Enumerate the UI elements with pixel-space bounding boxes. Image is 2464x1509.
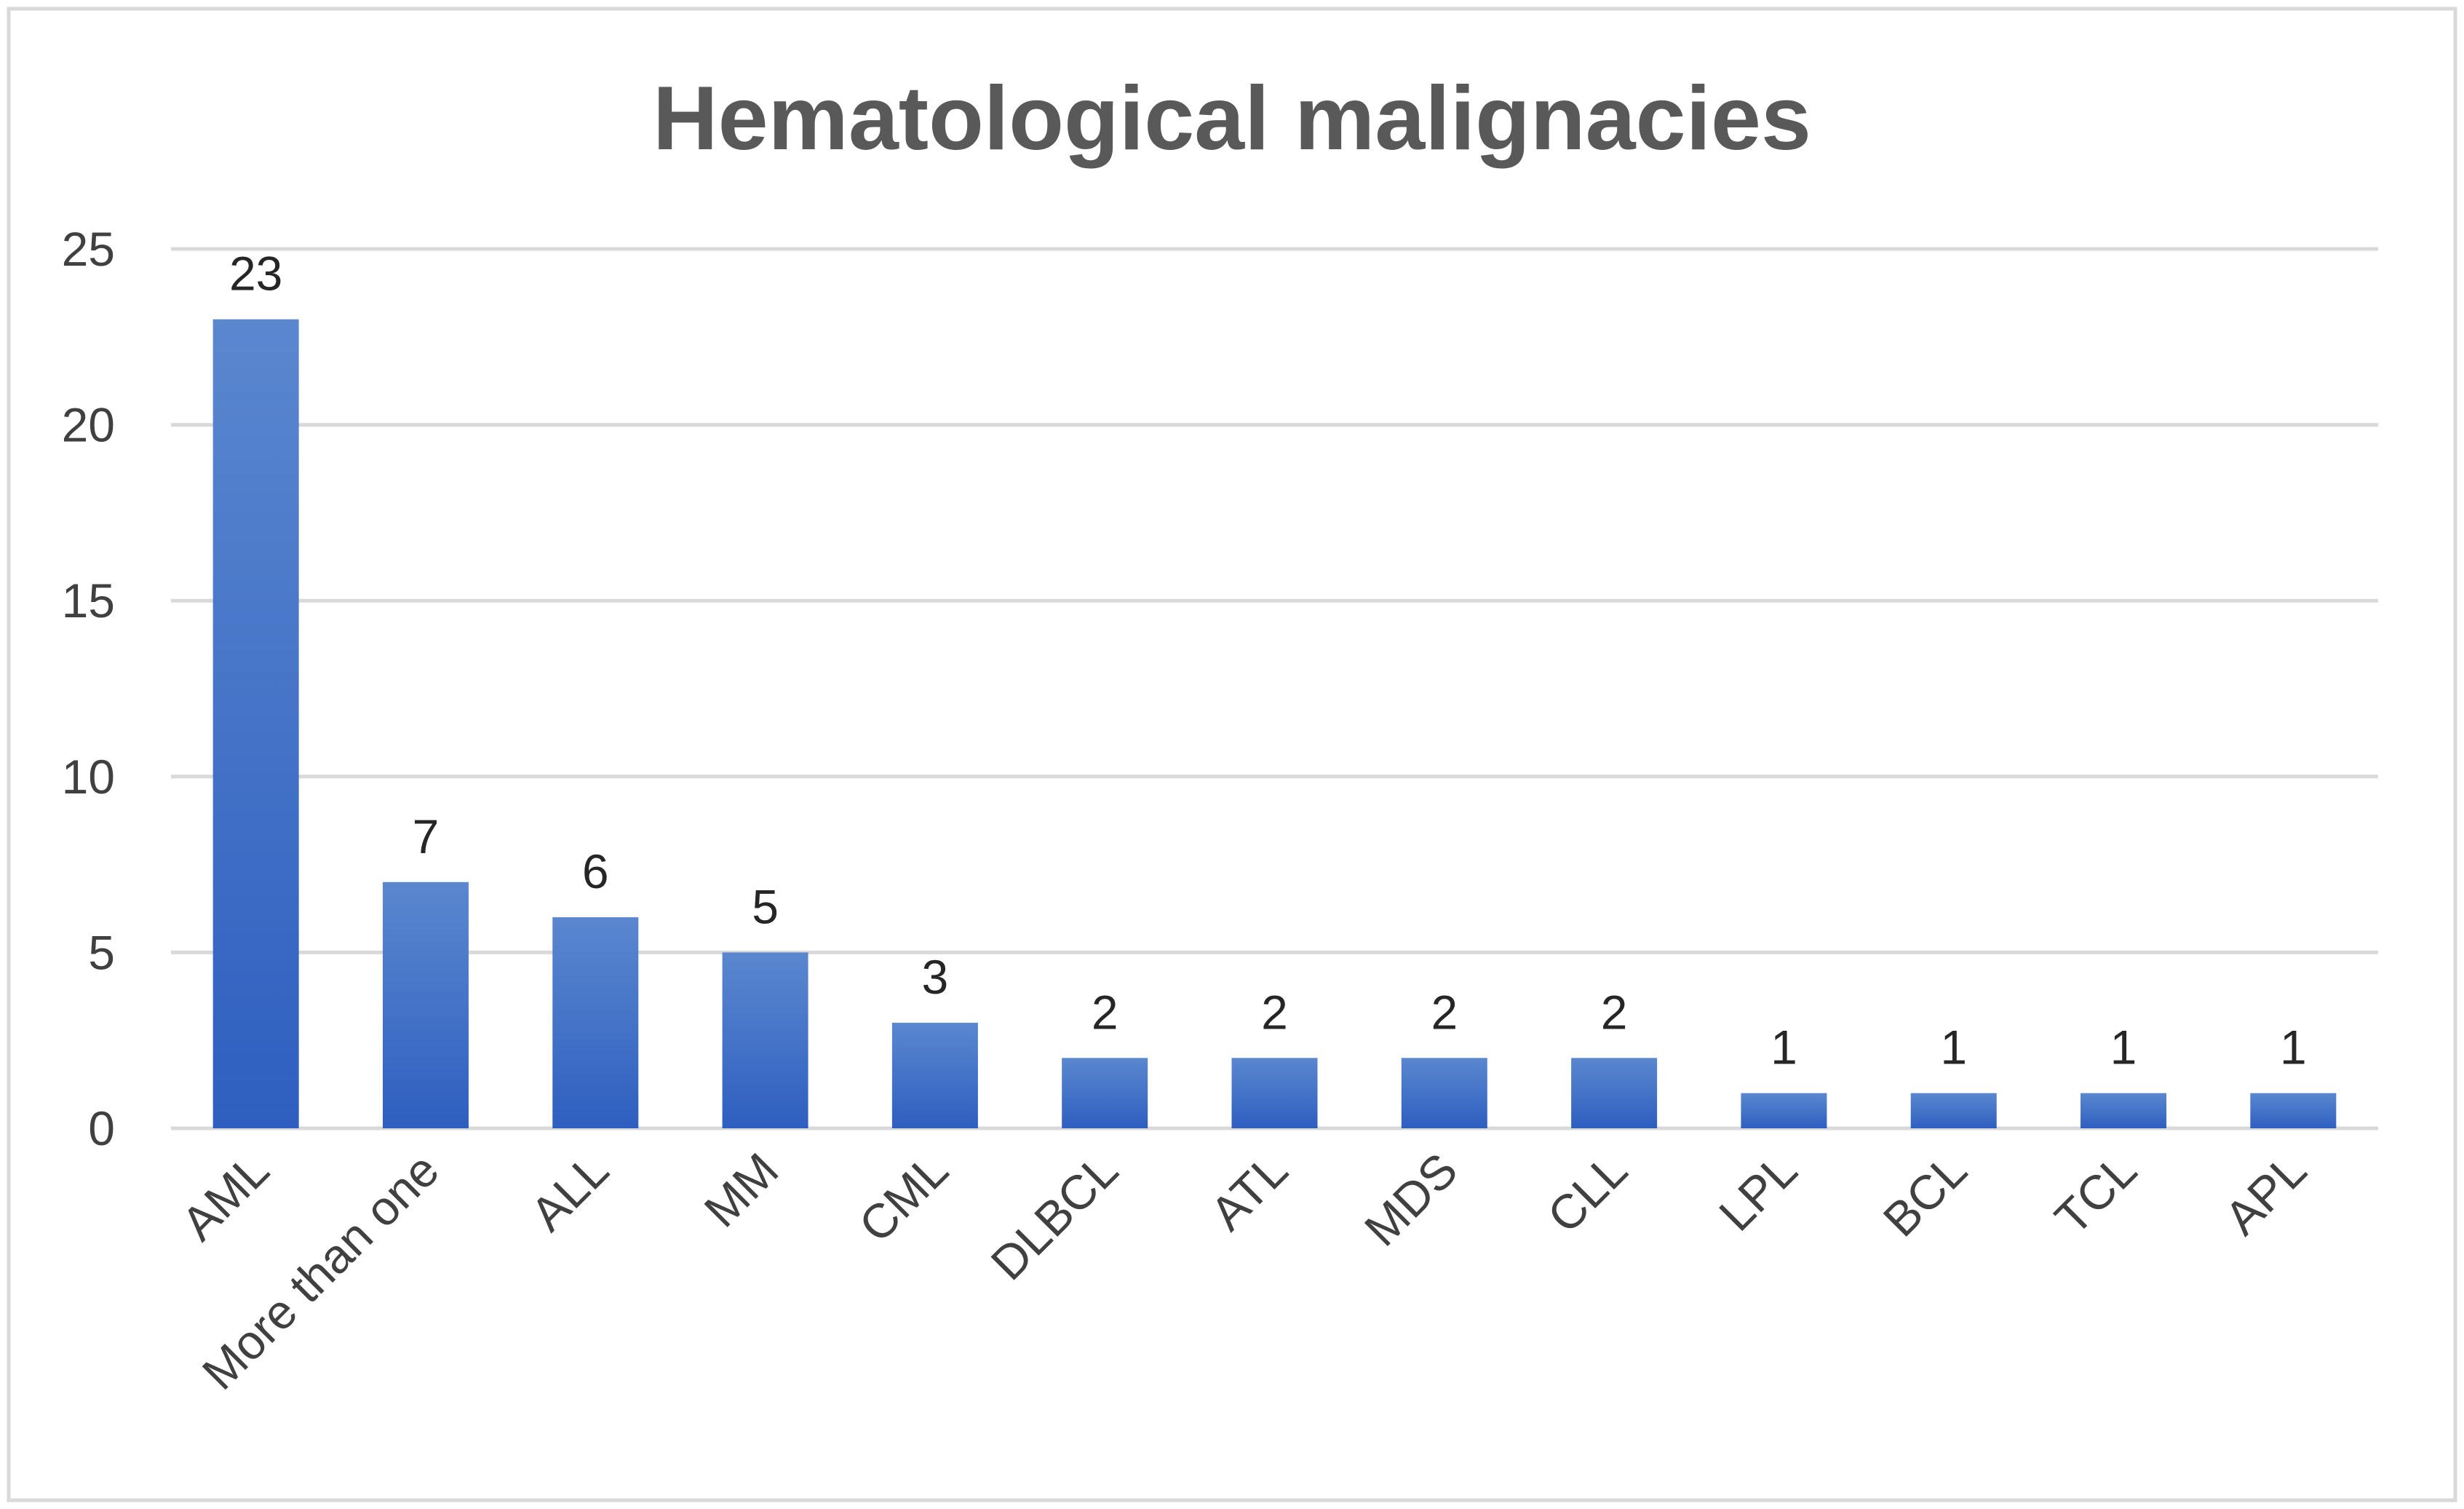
data-label: 1: [2110, 1021, 2137, 1074]
bar-mm: [722, 952, 808, 1128]
y-tick-label: 5: [88, 925, 115, 979]
y-tick-label: 0: [88, 1101, 115, 1155]
bar-lpl: [1741, 1093, 1827, 1128]
data-labels: 23 7 6 5 3 2 2 2 2 1 1 1 1: [229, 247, 2307, 1074]
data-label: 3: [922, 950, 949, 1004]
data-label: 2: [1261, 985, 1288, 1039]
data-label: 5: [752, 879, 779, 933]
data-label: 23: [229, 247, 282, 301]
y-tick-label: 10: [62, 750, 115, 804]
data-label: 1: [2280, 1021, 2307, 1074]
y-axis-tick-labels: 0 5 10 15 20 25: [62, 222, 115, 1155]
bar-all: [552, 917, 639, 1128]
bar-mds: [1401, 1058, 1487, 1128]
y-tick-label: 15: [62, 574, 115, 627]
chart-title: Hematological malignacies: [653, 68, 1811, 169]
bar-aml: [212, 319, 299, 1128]
data-label: 7: [413, 809, 440, 863]
y-tick-label: 25: [62, 222, 115, 276]
bar-more-than-one: [382, 882, 469, 1128]
bar-tcl: [2081, 1093, 2167, 1128]
data-label: 2: [1601, 985, 1628, 1039]
bar-cll: [1571, 1058, 1658, 1128]
data-label: 2: [1431, 985, 1458, 1039]
data-label: 1: [1940, 1021, 1967, 1074]
bar-apl: [2250, 1093, 2337, 1128]
bar-cml: [891, 1023, 978, 1128]
data-label: 2: [1092, 985, 1118, 1039]
data-label: 1: [1770, 1021, 1797, 1074]
data-label: 6: [582, 844, 609, 898]
bar-dlbcl: [1062, 1058, 1148, 1128]
bars: [212, 319, 2337, 1128]
bar-atl: [1231, 1058, 1318, 1128]
bar-bcl: [1910, 1093, 1997, 1128]
y-tick-label: 20: [62, 398, 115, 452]
chart-border: [7, 7, 2457, 1502]
gridlines: [171, 247, 2378, 1130]
